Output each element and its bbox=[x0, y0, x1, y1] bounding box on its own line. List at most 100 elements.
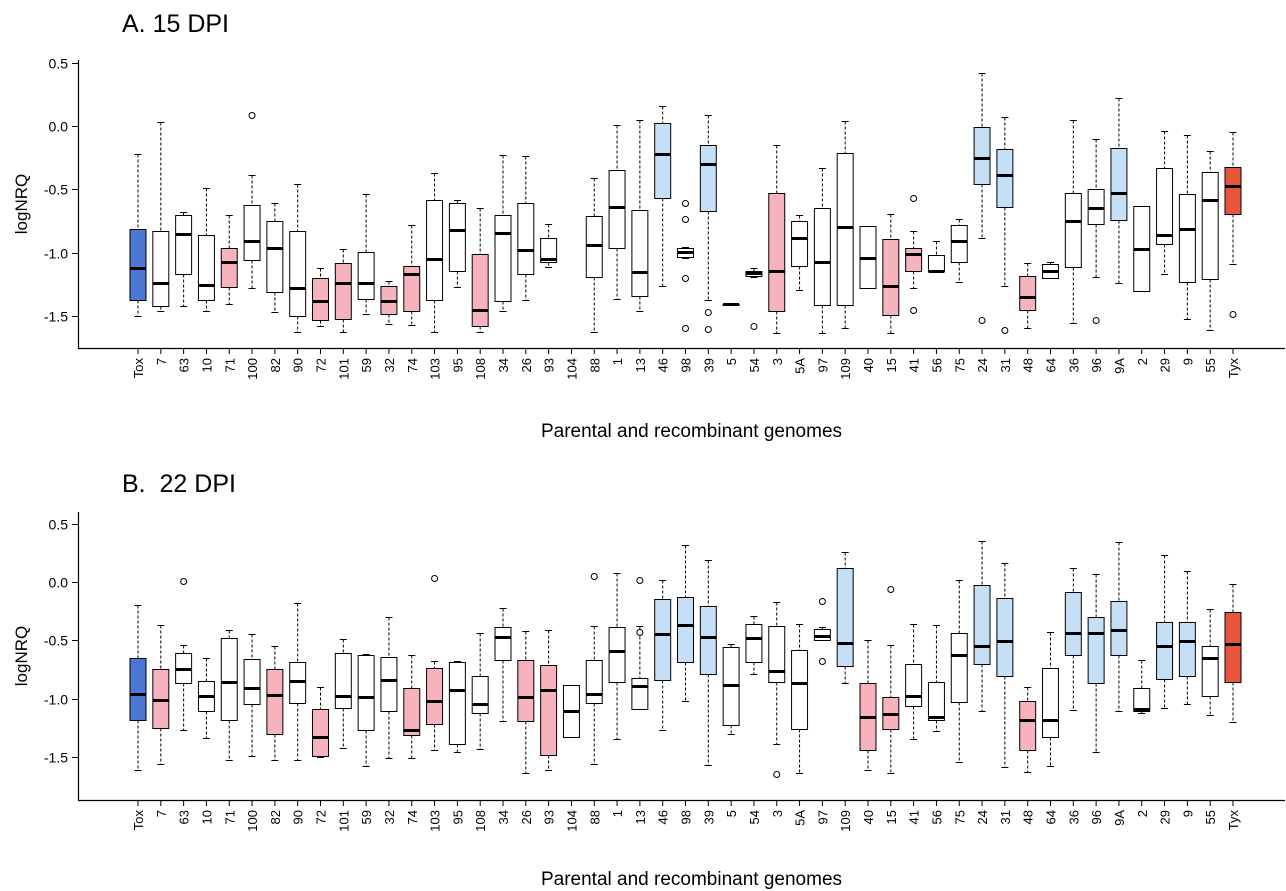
x-tick-label: 41 bbox=[907, 810, 922, 824]
box-body bbox=[403, 688, 421, 736]
box-5A: 5A bbox=[791, 215, 809, 374]
box-54: 54 bbox=[745, 616, 763, 824]
x-tick-label: 5 bbox=[724, 810, 739, 817]
box-body bbox=[1064, 193, 1082, 268]
outlier-point bbox=[910, 195, 918, 202]
box-body bbox=[699, 606, 717, 675]
box-body bbox=[129, 229, 147, 301]
outlier-point bbox=[636, 629, 644, 636]
box-body bbox=[1224, 612, 1242, 683]
box-body bbox=[768, 626, 786, 683]
box-2: 2 bbox=[1133, 660, 1151, 817]
box-31: 31 bbox=[996, 563, 1014, 824]
box-body bbox=[1042, 668, 1059, 738]
x-tick-label: 72 bbox=[314, 358, 329, 372]
box-36: 36 bbox=[1064, 568, 1082, 824]
x-tick-label: 96 bbox=[1089, 810, 1104, 824]
x-tick-label: 3 bbox=[770, 358, 785, 365]
x-tick-label: 26 bbox=[519, 358, 534, 372]
outlier-point bbox=[682, 325, 689, 332]
box-108: 108 bbox=[471, 208, 489, 380]
x-tick-label: 59 bbox=[359, 810, 374, 824]
box-24: 24 bbox=[973, 73, 991, 372]
x-tick-label: 54 bbox=[747, 810, 762, 824]
box-26: 26 bbox=[517, 156, 535, 372]
x-tick-label: 1 bbox=[610, 358, 625, 365]
outlier-point bbox=[636, 577, 644, 584]
x-tick-label: 29 bbox=[1158, 810, 1173, 824]
x-tick-label: 46 bbox=[656, 810, 671, 824]
box-body bbox=[1178, 194, 1196, 283]
outlier-point bbox=[818, 658, 826, 665]
box-body bbox=[791, 221, 809, 267]
box-body bbox=[973, 585, 991, 665]
box-1: 1 bbox=[608, 573, 626, 817]
box-body bbox=[266, 669, 284, 735]
box-88: 88 bbox=[585, 178, 603, 372]
x-tick-label: 2 bbox=[1135, 810, 1150, 817]
box-body bbox=[654, 599, 672, 681]
x-tick-label: 15 bbox=[884, 358, 899, 372]
box-body bbox=[608, 170, 626, 249]
box-29: 29 bbox=[1156, 555, 1174, 824]
x-tick-label: 82 bbox=[268, 810, 283, 824]
box-body bbox=[220, 248, 238, 288]
box-body bbox=[745, 624, 763, 663]
x-tick-label: 10 bbox=[199, 358, 214, 372]
x-tick-label: 63 bbox=[177, 358, 192, 372]
y-axis-title: logNRQ bbox=[12, 174, 31, 234]
box-90: 90 bbox=[289, 603, 307, 824]
y-tick-label: -1.5 bbox=[44, 309, 68, 325]
box-15: 15 bbox=[882, 586, 900, 824]
box-body bbox=[677, 597, 694, 663]
box-body bbox=[266, 221, 284, 293]
x-tick-label: 9 bbox=[1180, 810, 1195, 817]
box-74: 74 bbox=[403, 655, 421, 824]
box-body bbox=[380, 657, 398, 712]
box-body bbox=[1019, 276, 1037, 311]
box-body bbox=[813, 208, 831, 306]
box-body bbox=[1201, 646, 1219, 697]
box-body bbox=[197, 235, 215, 301]
x-tick-label: 7 bbox=[154, 810, 169, 817]
y-tick-label: -1.0 bbox=[44, 692, 68, 708]
x-tick-label: 95 bbox=[450, 810, 465, 824]
panel-b-title: B. 22 DPI bbox=[122, 470, 236, 498]
x-tick-label: 36 bbox=[1066, 358, 1081, 372]
x-tick-label: 34 bbox=[496, 358, 511, 372]
box-103: 103 bbox=[426, 173, 444, 380]
x-tick-label: 2 bbox=[1135, 358, 1150, 365]
x-tick-label: 98 bbox=[679, 810, 694, 824]
box-71: 71 bbox=[220, 215, 238, 372]
y-tick-label: -1.5 bbox=[44, 750, 68, 766]
outlier-point bbox=[887, 586, 895, 593]
box-2: 2 bbox=[1133, 206, 1151, 365]
box-body bbox=[334, 263, 352, 320]
box-41: 41 bbox=[905, 195, 923, 372]
box-body bbox=[973, 127, 991, 185]
x-tick-label: 101 bbox=[336, 358, 351, 380]
x-tick-label: 7 bbox=[154, 358, 169, 365]
box-body bbox=[471, 254, 489, 327]
box-39: 39 bbox=[699, 115, 717, 372]
box-body bbox=[220, 638, 238, 721]
box-97: 97 bbox=[813, 168, 831, 372]
box-15: 15 bbox=[882, 214, 900, 372]
y-tick-label: 0.0 bbox=[49, 575, 69, 591]
box-48: 48 bbox=[1019, 263, 1037, 372]
x-tick-label: 48 bbox=[1021, 358, 1036, 372]
box-55: 55 bbox=[1201, 151, 1219, 372]
x-axis-title: Parental and recombinant genomes bbox=[541, 869, 842, 890]
box-body bbox=[1178, 622, 1196, 677]
box-body bbox=[1156, 168, 1174, 245]
x-tick-label: 54 bbox=[747, 358, 762, 372]
box-96: 96 bbox=[1087, 139, 1105, 372]
x-tick-label: 100 bbox=[245, 810, 260, 832]
x-tick-label: 5 bbox=[724, 358, 739, 365]
x-tick-label: Tox bbox=[131, 358, 146, 379]
box-10: 10 bbox=[197, 188, 215, 372]
x-tick-label: 90 bbox=[291, 358, 306, 372]
box-104: 104 bbox=[564, 348, 579, 380]
x-tick-label: 109 bbox=[838, 358, 853, 380]
box-72: 72 bbox=[312, 268, 329, 372]
